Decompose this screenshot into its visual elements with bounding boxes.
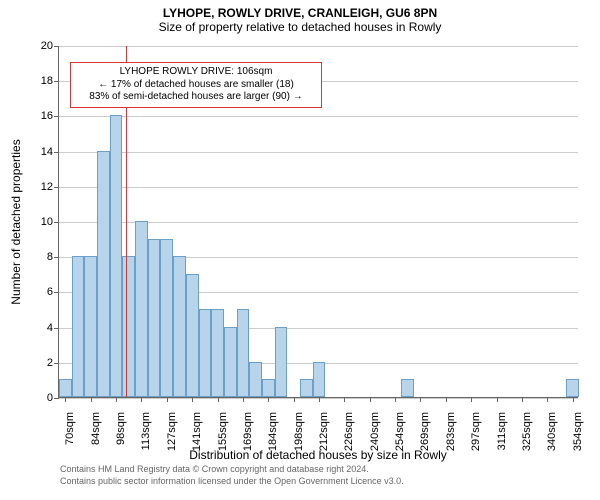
y-axis-label: Number of detached properties bbox=[9, 139, 23, 304]
x-tick-label: 254sqm bbox=[392, 404, 406, 451]
histogram-bar bbox=[224, 327, 237, 397]
x-tick-label: 169sqm bbox=[240, 404, 254, 451]
histogram-bar bbox=[401, 379, 414, 397]
histogram-bar bbox=[110, 115, 123, 397]
y-tick-label: 18 bbox=[41, 75, 59, 87]
x-tick-mark bbox=[218, 397, 219, 402]
annotation-line-2: ← 17% of detached houses are smaller (18… bbox=[77, 79, 315, 92]
y-tick-label: 20 bbox=[41, 40, 59, 52]
x-tick-mark bbox=[167, 397, 168, 402]
x-tick-label: 297sqm bbox=[468, 404, 482, 451]
gridline bbox=[59, 46, 578, 47]
footer-line-2: Contains public sector information licen… bbox=[60, 476, 404, 488]
histogram-bar bbox=[211, 309, 224, 397]
x-tick-label: 269sqm bbox=[417, 404, 431, 451]
histogram-bar bbox=[97, 151, 110, 397]
x-tick-label: 212sqm bbox=[316, 404, 330, 451]
x-tick-label: 141sqm bbox=[189, 404, 203, 451]
x-tick-mark bbox=[471, 397, 472, 402]
y-tick-label: 6 bbox=[47, 286, 59, 298]
x-tick-label: 340sqm bbox=[544, 404, 558, 451]
histogram-bar bbox=[160, 239, 173, 397]
x-tick-mark bbox=[446, 397, 447, 402]
x-tick-mark bbox=[141, 397, 142, 402]
annotation-line-1: LYHOPE ROWLY DRIVE: 106sqm bbox=[77, 66, 315, 79]
x-tick-label: 155sqm bbox=[215, 404, 229, 451]
x-tick-mark bbox=[243, 397, 244, 402]
y-tick-label: 14 bbox=[41, 146, 59, 158]
histogram-bar bbox=[275, 327, 288, 397]
x-tick-mark bbox=[294, 397, 295, 402]
histogram-bar bbox=[262, 379, 275, 397]
histogram-bar bbox=[72, 256, 85, 397]
x-tick-label: 283sqm bbox=[443, 404, 457, 451]
footer-line-1: Contains HM Land Registry data © Crown c… bbox=[60, 464, 404, 476]
x-tick-mark bbox=[319, 397, 320, 402]
gridline bbox=[59, 187, 578, 188]
x-tick-label: 354sqm bbox=[570, 404, 584, 451]
x-tick-label: 127sqm bbox=[164, 404, 178, 451]
x-tick-mark bbox=[547, 397, 548, 402]
histogram-bar bbox=[313, 362, 326, 397]
x-tick-mark bbox=[522, 397, 523, 402]
x-tick-mark bbox=[573, 397, 574, 402]
x-tick-label: 311sqm bbox=[494, 404, 508, 450]
chart-title: LYHOPE, ROWLY DRIVE, CRANLEIGH, GU6 8PN bbox=[0, 0, 600, 20]
x-tick-label: 325sqm bbox=[519, 404, 533, 451]
x-tick-mark bbox=[370, 397, 371, 402]
chart-subtitle: Size of property relative to detached ho… bbox=[0, 20, 600, 34]
x-tick-mark bbox=[192, 397, 193, 402]
y-tick-label: 10 bbox=[41, 216, 59, 228]
y-tick-label: 16 bbox=[41, 110, 59, 122]
histogram-bar bbox=[237, 309, 250, 397]
x-tick-mark bbox=[116, 397, 117, 402]
x-tick-mark bbox=[65, 397, 66, 402]
x-tick-mark bbox=[420, 397, 421, 402]
x-tick-label: 70sqm bbox=[62, 404, 76, 445]
x-tick-label: 198sqm bbox=[291, 404, 305, 451]
x-tick-mark bbox=[91, 397, 92, 402]
x-tick-mark bbox=[395, 397, 396, 402]
histogram-bar bbox=[84, 256, 97, 397]
histogram-bar bbox=[59, 379, 72, 397]
y-tick-label: 4 bbox=[47, 322, 59, 334]
y-tick-label: 2 bbox=[47, 357, 59, 369]
x-tick-label: 184sqm bbox=[265, 404, 279, 451]
histogram-bar bbox=[135, 221, 148, 397]
x-tick-label: 98sqm bbox=[113, 404, 127, 445]
histogram-bar bbox=[566, 379, 579, 397]
x-tick-label: 240sqm bbox=[367, 404, 381, 451]
histogram-bar bbox=[173, 256, 186, 397]
x-tick-mark bbox=[497, 397, 498, 402]
y-tick-label: 0 bbox=[47, 392, 59, 404]
annotation-box: LYHOPE ROWLY DRIVE: 106sqm ← 17% of deta… bbox=[70, 62, 322, 108]
footer-attribution: Contains HM Land Registry data © Crown c… bbox=[60, 464, 404, 487]
x-tick-mark bbox=[344, 397, 345, 402]
x-tick-mark bbox=[268, 397, 269, 402]
x-tick-label: 113sqm bbox=[138, 404, 152, 450]
histogram-bar bbox=[186, 274, 199, 397]
x-axis-label: Distribution of detached houses by size … bbox=[189, 448, 446, 462]
histogram-bar bbox=[199, 309, 212, 397]
histogram-bar bbox=[249, 362, 262, 397]
annotation-line-3: 83% of semi-detached houses are larger (… bbox=[77, 91, 315, 104]
histogram-bar bbox=[148, 239, 161, 397]
y-tick-label: 12 bbox=[41, 181, 59, 193]
x-tick-label: 226sqm bbox=[341, 404, 355, 451]
gridline bbox=[59, 116, 578, 117]
gridline bbox=[59, 152, 578, 153]
histogram-bar bbox=[300, 379, 313, 397]
y-tick-label: 8 bbox=[47, 251, 59, 263]
x-tick-label: 84sqm bbox=[88, 404, 102, 445]
histogram-bar bbox=[122, 256, 135, 397]
